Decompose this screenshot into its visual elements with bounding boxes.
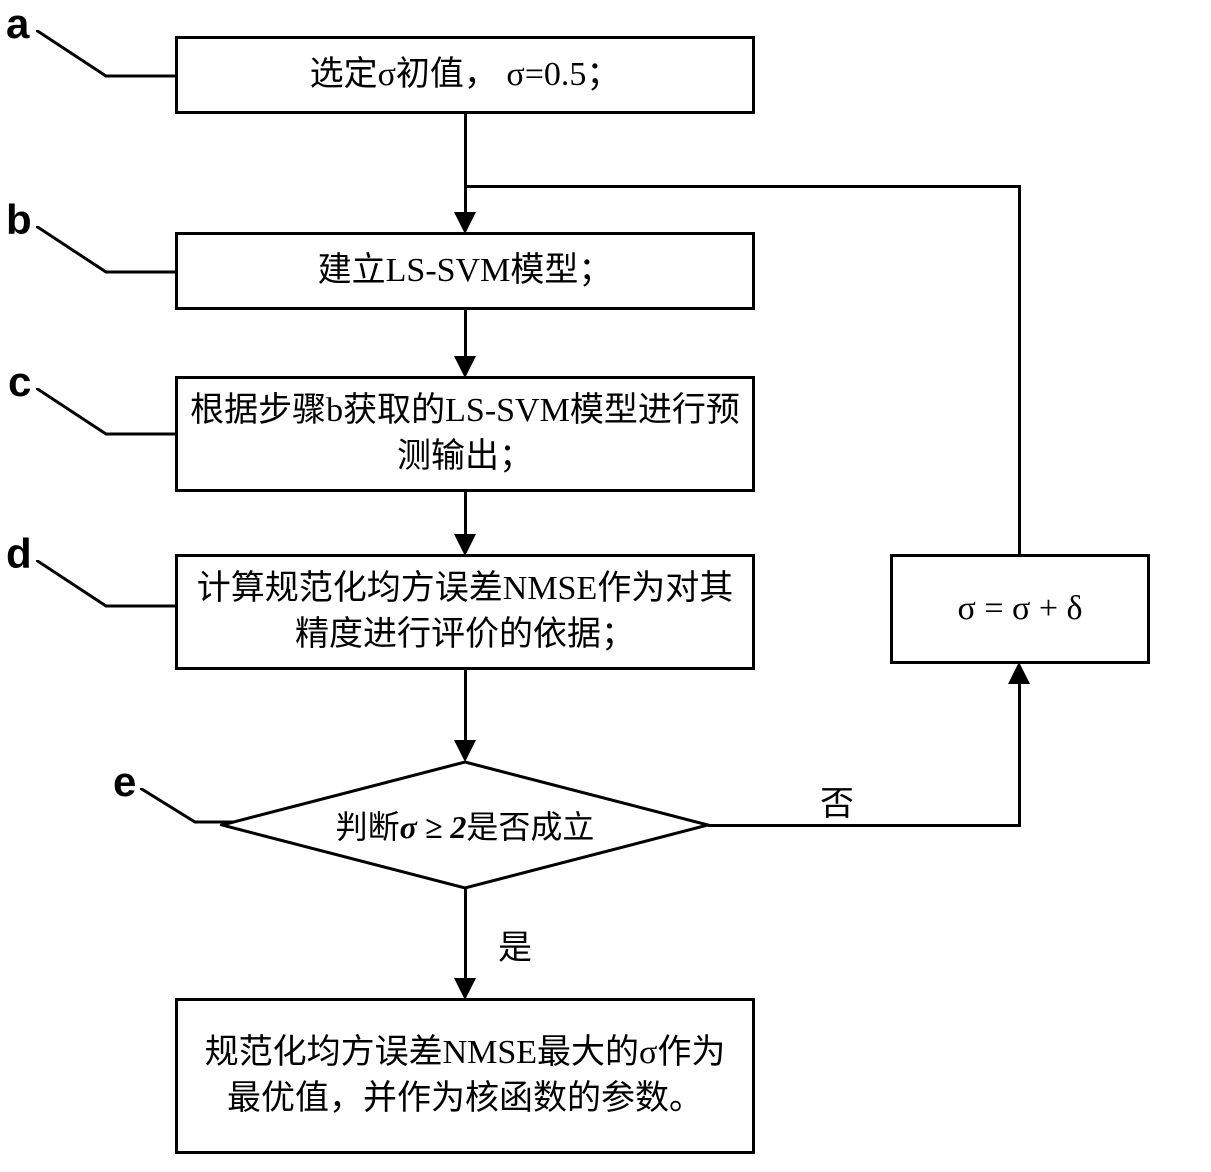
arrow-e-right-v: [1018, 682, 1021, 827]
box-f: 规范化均方误差NMSE最大的σ作为最优值，并作为核函数的参数。: [175, 998, 755, 1154]
box-d: 计算规范化均方误差NMSE作为对其精度进行评价的依据；: [175, 554, 755, 670]
diamond-e: 判断σ ≥ 2是否成立: [220, 760, 710, 890]
box-b-text: 建立LS-SVM模型；: [318, 248, 613, 294]
arrow-d-e-head: [454, 740, 476, 762]
box-c-text: 根据步骤b获取的LS-SVM模型进行预测输出；: [190, 388, 740, 480]
box-sigma: σ = σ + δ: [890, 554, 1150, 664]
arrow-c-d-head: [454, 534, 476, 556]
box-b: 建立LS-SVM模型；: [175, 232, 755, 310]
arrow-b-c-head: [454, 356, 476, 378]
arrow-c-d: [464, 492, 467, 536]
label-d-connector: [36, 560, 176, 608]
arrow-e-right-h: [708, 824, 1020, 827]
box-a: 选定σ初值， σ=0.5；: [175, 36, 755, 114]
label-d: d: [6, 530, 32, 578]
box-f-text: 规范化均方误差NMSE最大的σ作为最优值，并作为核函数的参数。: [190, 1030, 740, 1122]
label-c: c: [8, 358, 31, 406]
arrow-b-c: [464, 310, 467, 358]
diamond-e-suffix: 是否成立: [466, 809, 594, 845]
diamond-e-condition: σ ≥ 2: [400, 809, 467, 845]
label-yes: 是: [498, 920, 532, 969]
box-sigma-text: σ = σ + δ: [957, 586, 1082, 632]
box-a-text: 选定σ初值， σ=0.5；: [310, 52, 621, 98]
label-b-connector: [36, 226, 176, 274]
arrow-e-f: [464, 888, 467, 980]
box-c: 根据步骤b获取的LS-SVM模型进行预测输出；: [175, 376, 755, 492]
label-e: e: [113, 758, 136, 806]
arrow-sigma-up: [1018, 185, 1021, 555]
diamond-e-text: 判断σ ≥ 2是否成立: [220, 760, 710, 890]
box-d-text: 计算规范化均方误差NMSE作为对其精度进行评价的依据；: [190, 566, 740, 658]
arrow-e-right-head: [1008, 662, 1030, 684]
arrow-a-b-head: [454, 212, 476, 234]
label-c-connector: [36, 388, 176, 436]
diamond-e-prefix: 判断: [336, 809, 400, 845]
arrow-e-f-head: [454, 978, 476, 1000]
label-no: 否: [820, 776, 854, 825]
label-b: b: [6, 196, 32, 244]
arrow-a-b: [464, 114, 467, 214]
arrow-d-e: [464, 670, 467, 742]
arrow-sigma-left: [466, 185, 1021, 188]
label-a-connector: [36, 30, 176, 78]
label-a: a: [6, 0, 29, 48]
